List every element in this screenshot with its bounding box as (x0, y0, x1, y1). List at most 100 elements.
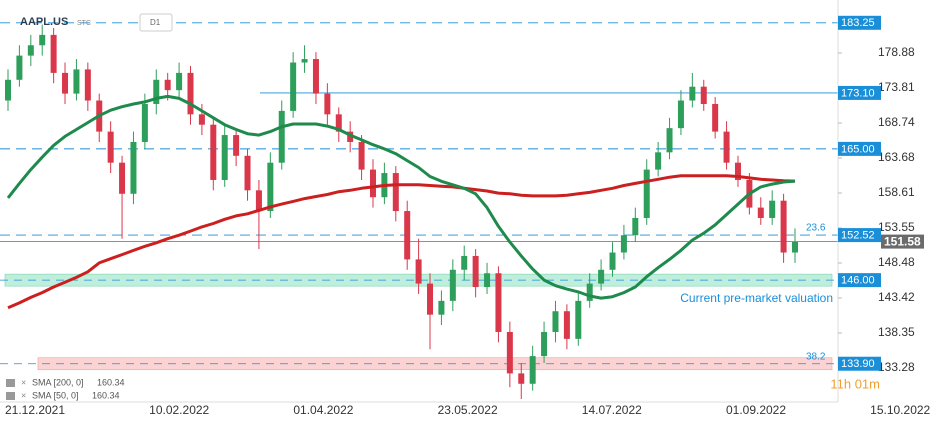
candle-body (347, 131, 354, 142)
candle-body (301, 59, 308, 63)
candle-body (187, 72, 194, 115)
y-tick-label: 163.68 (878, 150, 915, 164)
candle-body (5, 79, 11, 101)
level-label: 183.25 (841, 17, 875, 29)
x-tick-label: 15.10.2022 (870, 403, 930, 417)
y-tick-label: 173.81 (878, 80, 915, 94)
countdown: 11h 01m (830, 376, 880, 391)
candle-body (780, 200, 787, 253)
candle-body (586, 283, 593, 301)
candle-body (84, 69, 91, 101)
candle-body (141, 103, 148, 142)
level-label-box (838, 356, 881, 371)
plot-area (0, 22, 838, 399)
candle-body (404, 211, 411, 260)
candle-body (529, 356, 536, 384)
candle-body (415, 259, 422, 284)
candle-body (700, 86, 707, 104)
candle-body (632, 217, 639, 236)
candle-body (427, 283, 434, 315)
candle-body (119, 162, 126, 194)
candle-body (221, 135, 228, 180)
candle-body (655, 152, 662, 170)
interval[interactable]: D1 (150, 18, 161, 27)
level-label: 165.00 (841, 143, 875, 155)
x-tick-label: 14.07.2022 (582, 403, 642, 417)
candle-body (598, 269, 605, 284)
candle-body (666, 128, 673, 153)
x-tick-label: 10.02.2022 (149, 403, 209, 417)
candle-body (164, 79, 171, 91)
candle-body (563, 311, 570, 339)
candle-body (358, 141, 365, 170)
y-tick-label: 158.61 (878, 185, 915, 199)
fib-label: 38.2 (806, 352, 826, 363)
candle-body (712, 103, 719, 132)
candle-body (39, 34, 46, 46)
candle-body (438, 300, 445, 315)
sma-line (6, 94, 796, 300)
candle-body (620, 235, 627, 253)
y-tick-label: 143.42 (878, 290, 915, 304)
level-label: 133.90 (841, 358, 875, 370)
candle-body (50, 34, 57, 73)
candle-body (335, 114, 342, 132)
level-label-box (838, 273, 881, 288)
legend-close: × (21, 377, 26, 387)
candle-body (16, 55, 23, 80)
legend-value: 160.34 (92, 390, 120, 400)
candle-body (734, 162, 741, 180)
level-label-box (838, 15, 881, 30)
candle-body (495, 273, 502, 332)
legend-label: SMA [50, 0] (32, 390, 79, 400)
sma-line (7, 174, 796, 310)
y-tick-label: 133.28 (878, 360, 915, 374)
candle-body (130, 141, 137, 194)
level-label-box (838, 228, 881, 243)
legend-close: × (21, 390, 26, 400)
x-tick-label: 01.09.2022 (726, 403, 786, 417)
candle-body (769, 200, 776, 218)
candle-body (153, 79, 160, 104)
x-tick-label: 23.05.2022 (438, 403, 498, 417)
legend-icon (6, 392, 15, 400)
legend-icon (6, 379, 15, 387)
candle-body (449, 269, 456, 301)
candle-body (312, 59, 319, 94)
candle-body (723, 131, 730, 163)
candle-body (198, 114, 205, 125)
level-label: 152.52 (841, 230, 875, 242)
candle-body (506, 331, 513, 374)
candle-body (461, 255, 468, 270)
candle-body (575, 300, 582, 339)
candle-body (290, 62, 297, 111)
x-tick-label: 21.12.2021 (5, 403, 65, 417)
level-label-box (838, 141, 881, 156)
candle-body (278, 110, 285, 163)
candle-body (609, 252, 616, 270)
candle-body (541, 331, 548, 357)
level-label: 173.10 (841, 87, 875, 99)
chart-title: AAPL.US (20, 16, 68, 28)
candle-body (689, 86, 696, 101)
candle-body (107, 131, 114, 163)
candle-body (643, 169, 650, 218)
candle-body (677, 100, 684, 129)
level-label: 146.00 (841, 275, 875, 287)
y-tick-label: 153.55 (878, 220, 915, 234)
last-price-label: 151.58 (884, 234, 921, 248)
candle-body (392, 173, 399, 212)
y-tick-label: 148.48 (878, 255, 915, 269)
candle-body (62, 72, 69, 94)
candle-body (244, 155, 251, 191)
legend-value: 160.34 (97, 377, 125, 387)
candle-body (757, 207, 764, 218)
candle-body (176, 72, 183, 91)
candle-body (210, 124, 217, 180)
y-tick-label: 178.88 (878, 45, 915, 59)
level-label-box (838, 85, 881, 100)
y-tick-label: 168.74 (878, 115, 915, 129)
interval-box[interactable] (139, 13, 173, 32)
market: STC (77, 20, 91, 27)
